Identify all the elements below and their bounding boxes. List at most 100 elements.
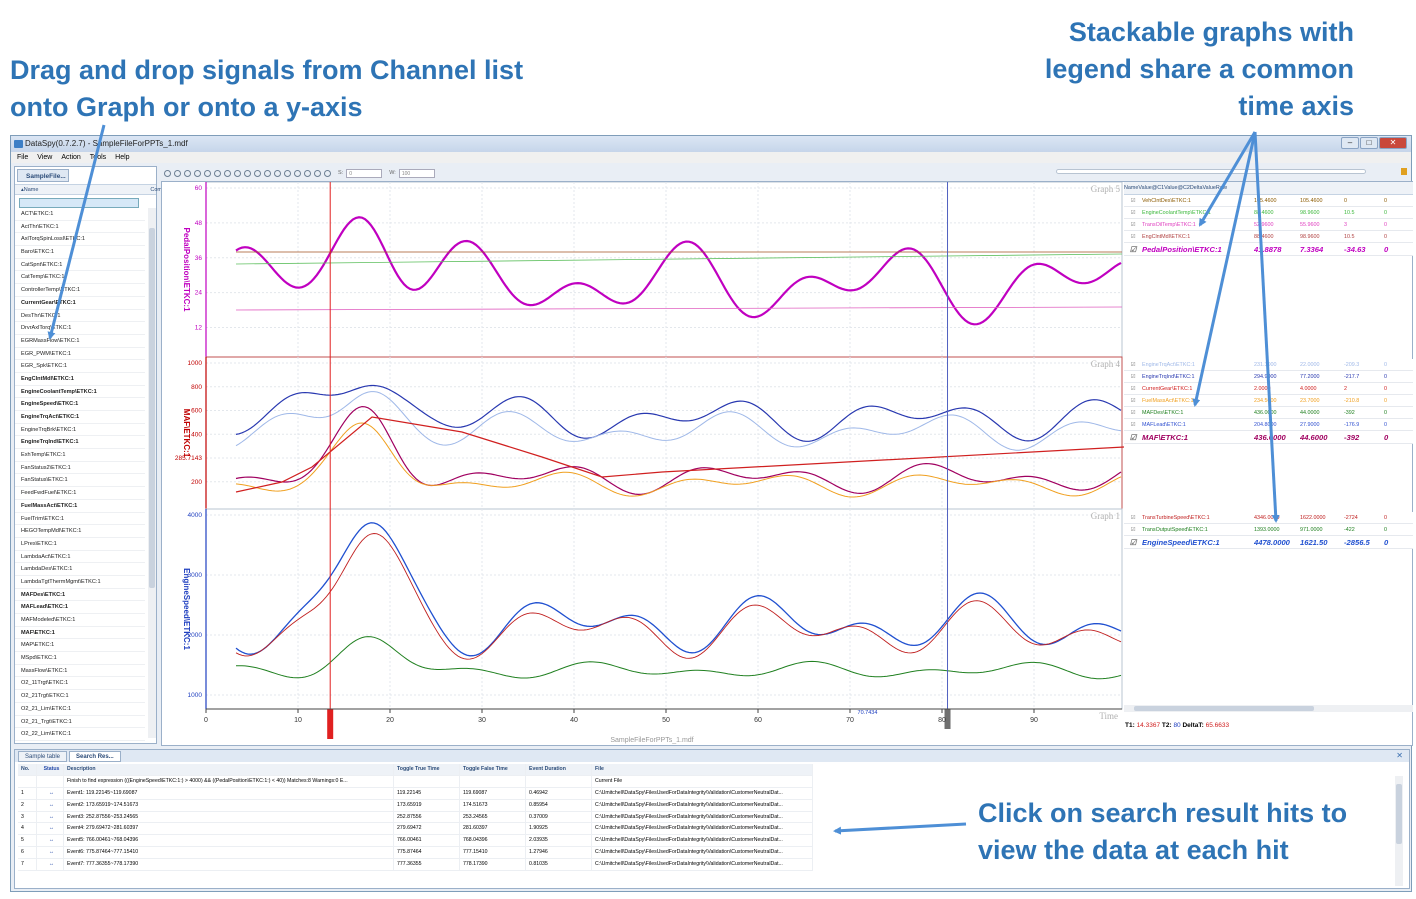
results-col-header[interactable]: Description <box>64 764 394 775</box>
w-input[interactable]: 100 <box>398 168 435 178</box>
channel-item[interactable]: CatTemp\ETKC:1 <box>15 271 145 285</box>
channel-item[interactable]: LambdaDes\ETKC:1 <box>15 563 145 576</box>
channel-item[interactable]: ExhTemp\ETKC:1 <box>15 449 145 462</box>
menu-help[interactable]: Help <box>115 154 130 161</box>
channel-item[interactable]: EngineCoolantTemp\ETKC:1 <box>15 386 145 399</box>
visibility-checkbox[interactable]: ☑ <box>1130 374 1136 380</box>
help-icon[interactable] <box>324 169 331 177</box>
search-result-row[interactable]: 1 ↔ Event1: 119.22145~119.69087 119.22145 11… <box>18 787 813 800</box>
channel-item[interactable]: ACT\ETKC:1 <box>15 208 145 221</box>
channel-item[interactable]: LambdaAct\ETKC:1 <box>15 551 145 564</box>
channel-item[interactable]: MAP\ETKC:1 <box>15 639 145 653</box>
channel-item[interactable]: LPres\ETKC:1 <box>15 538 145 551</box>
legend-row[interactable]: ☑ TransOilTemp\ETKC:1 52.9600 55.9600 3 0 <box>1124 219 1413 231</box>
channel-item[interactable]: O2_11Trgt\ETKC:1 <box>15 677 145 691</box>
legend-row[interactable]: ☑ EngineSpeed\ETKC:1 4478.0000 1621.50 -2856… <box>1124 536 1413 549</box>
search-icon[interactable] <box>284 169 291 177</box>
legend-row[interactable]: ☑ MAFDes\ETKC:1 436.0000 44.0000 -392 0 <box>1124 407 1413 419</box>
pan-icon[interactable] <box>254 169 261 177</box>
time-range-slider[interactable] <box>1056 169 1366 174</box>
legend-row[interactable]: ☑ EngineCoolantTemp\ETKC:1 88.4600 98.9600 1… <box>1124 207 1413 219</box>
visibility-checkbox[interactable]: ☑ <box>1130 386 1136 392</box>
legend-horizontal-scrollbar[interactable] <box>1124 705 1413 712</box>
visibility-checkbox[interactable]: ☑ <box>1130 527 1136 533</box>
channel-item[interactable]: HEGOTempMdl\ETKC:1 <box>15 525 145 538</box>
search-result-row[interactable]: 3 ↔ Event3: 252.87556~253.24565 252.87556 25… <box>18 811 813 824</box>
menu-tools[interactable]: Tools <box>89 154 107 161</box>
search-result-row[interactable]: 2 ↔ Event2: 173.65919~174.51673 173.65919 17… <box>18 799 813 812</box>
channel-item[interactable]: O2_21Trgt\ETKC:1 <box>15 690 145 703</box>
channel-item[interactable]: CurrentGear\ETKC:1 <box>15 297 145 310</box>
visibility-checkbox[interactable]: ☑ <box>1130 198 1136 204</box>
channel-item[interactable]: CatSpnt\ETKC:1 <box>15 259 145 272</box>
channel-item[interactable]: EGR_Spk\ETKC:1 <box>15 360 145 373</box>
cursor-tool-icon[interactable] <box>164 169 171 177</box>
visibility-checkbox[interactable]: ☑ <box>1129 245 1137 254</box>
maximize-button[interactable]: □ <box>1360 137 1378 149</box>
legend-col-c2[interactable]: Value@C2 <box>1164 185 1190 191</box>
menu-view[interactable]: View <box>37 154 53 161</box>
channel-item[interactable]: DesThr\ETKC:1 <box>15 310 145 323</box>
channel-item[interactable]: MAF\ETKC:1 <box>15 627 145 640</box>
channel-item[interactable]: Baro\ETKC:1 <box>15 246 145 259</box>
channel-item[interactable]: FanStatus\ETKC:1 <box>15 474 145 488</box>
channel-item[interactable]: O2_21_Trgt\ETKC:1 <box>15 716 145 729</box>
legend-row[interactable]: ☑ TransOutputSpeed\ETKC:1 1393.0000 971.000… <box>1124 524 1413 536</box>
column-name-header[interactable]: Name <box>23 187 39 193</box>
channel-filter-input[interactable] <box>19 198 139 208</box>
results-scrollbar[interactable] <box>1395 776 1403 886</box>
legend-row[interactable]: ☑ VehClntDes\ETKC:1 105.4600 105.4600 0 0 <box>1124 195 1413 207</box>
channel-item[interactable]: MassFlow\ETKC:1 <box>15 665 145 678</box>
visibility-checkbox[interactable]: ☑ <box>1130 410 1136 416</box>
menu-file[interactable]: File <box>17 154 29 161</box>
zoom-x-icon[interactable] <box>214 169 221 177</box>
results-col-header[interactable]: File <box>592 764 813 775</box>
legend-row[interactable]: ☑ CurrentGear\ETKC:1 2.0000 4.0000 2 0 <box>1124 383 1413 395</box>
channel-item[interactable]: ActThr\ETKC:1 <box>15 221 145 234</box>
channel-item[interactable]: EGRMassFlow\ETKC:1 <box>15 335 145 348</box>
channel-item[interactable]: EngineSpeed\ETKC:1 <box>15 398 145 411</box>
search-result-row[interactable]: 4 ↔ Event4: 279.69472~281.60397 279.69472 28… <box>18 823 813 836</box>
channel-item[interactable]: O2_21_Lim\ETKC:1 <box>15 703 145 716</box>
measure-tool-icon[interactable] <box>174 169 181 177</box>
channel-item[interactable]: MSpd\ETKC:1 <box>15 652 145 665</box>
search-result-row[interactable]: 5 ↔ Event5: 766.00461~768.04396 766.00461 76… <box>18 835 813 848</box>
results-col-header[interactable]: No. <box>18 764 37 775</box>
channel-item[interactable]: MAFDes\ETKC:1 <box>15 589 145 602</box>
legend-row[interactable]: ☑ FuelMassAct\ETKC:1 234.5000 23.7000 -210.8… <box>1124 395 1413 407</box>
search-result-row[interactable]: 7 ↔ Event7: 777.36355~778.17390 777.36355 77… <box>18 859 813 872</box>
visibility-checkbox[interactable]: ☑ <box>1130 515 1136 521</box>
channel-item[interactable]: ControllerTemp\ETKC:1 <box>15 284 145 297</box>
channel-item[interactable]: EngClntMdl\ETKC:1 <box>15 373 145 386</box>
stack-graph-icon[interactable] <box>274 169 281 177</box>
search-result-row[interactable]: Finish to find expression (((EngineSpeed… <box>18 775 813 788</box>
legend-row[interactable]: ☑ EngineTrqAct\ETKC:1 231.3000 22.0000 -209.… <box>1124 359 1413 371</box>
legend-row[interactable]: ☑ MAFLead\ETKC:1 204.8000 27.9000 -176.9 0 <box>1124 419 1413 431</box>
channel-item[interactable]: EngineTrqInd\ETKC:1 <box>15 436 145 450</box>
channel-item[interactable]: MAFLead\ETKC:1 <box>15 601 145 614</box>
settings-icon[interactable] <box>314 169 321 177</box>
legend-row[interactable]: ☑ EngClntMdl\ETKC:1 88.4600 98.9600 10.5 0 <box>1124 231 1413 243</box>
legend-row[interactable]: ☑ MAF\ETKC:1 436.6000 44.6000 -392 0 <box>1124 431 1413 444</box>
channel-item[interactable]: EngineTrqAct\ETKC:1 <box>15 411 145 424</box>
visibility-checkbox[interactable]: ☑ <box>1130 398 1136 404</box>
channel-item[interactable]: FanStatus2\ETKC:1 <box>15 462 145 475</box>
grid-icon[interactable] <box>184 169 191 177</box>
channel-item[interactable]: DrvrAxlTorq\ETKC:1 <box>15 322 145 335</box>
zoom-reset-icon[interactable] <box>244 169 251 177</box>
legend-row[interactable]: ☑ EngineTrqInd\ETKC:1 294.9000 77.2000 -217.… <box>1124 371 1413 383</box>
visibility-checkbox[interactable]: ☑ <box>1130 210 1136 216</box>
tab-sample-table[interactable]: Sample table <box>18 751 68 762</box>
zoom-fit-icon[interactable] <box>234 169 241 177</box>
channel-item[interactable]: FuelMassAct\ETKC:1 <box>15 500 145 513</box>
visibility-checkbox[interactable]: ☑ <box>1130 222 1136 228</box>
channel-item[interactable]: AxlTorqSpinLossl\ETKC:1 <box>15 233 145 247</box>
visibility-checkbox[interactable]: ☑ <box>1130 422 1136 428</box>
zoom-out-icon[interactable] <box>204 169 211 177</box>
channel-list-scrollbar[interactable] <box>148 208 156 738</box>
results-col-header[interactable]: Status <box>37 764 64 775</box>
lock-icon[interactable] <box>1401 168 1407 175</box>
menu-action[interactable]: Action <box>61 154 81 161</box>
legend-col-delta[interactable]: DeltaValue <box>1189 185 1216 191</box>
